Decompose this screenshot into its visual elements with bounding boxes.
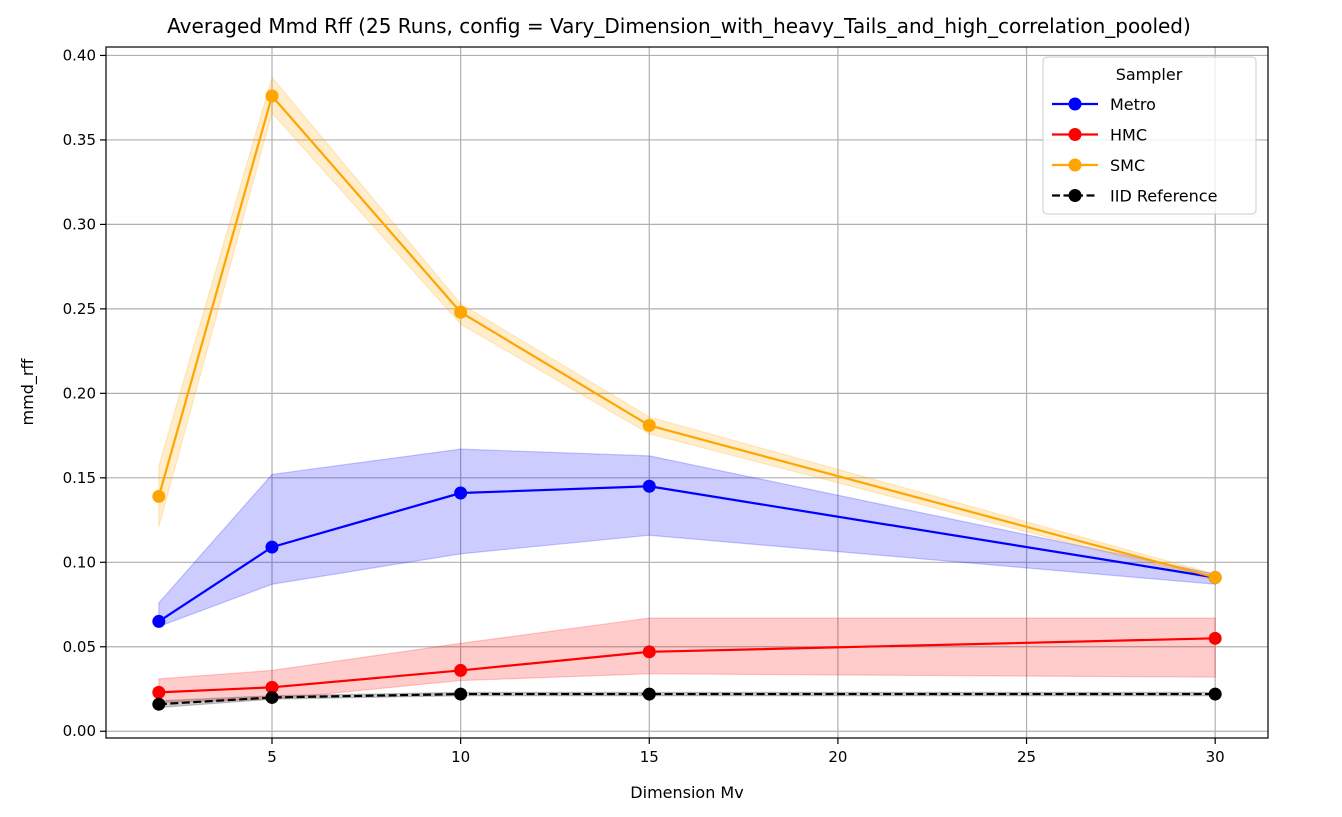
- legend-label-iid-reference: IID Reference: [1110, 187, 1217, 206]
- legend-title: Sampler: [1116, 65, 1183, 84]
- metro-point: [454, 486, 468, 500]
- legend-box: [1042, 56, 1257, 215]
- iid-reference-point: [1208, 687, 1222, 701]
- x-axis-label: Dimension Mv: [630, 783, 743, 802]
- legend-label-metro: Metro: [1110, 95, 1156, 114]
- smc-point: [642, 418, 656, 432]
- axis-ticks: 5 10 15 20 25 30 0.00 0.05 0.10 0.15 0.20 0.25 0.30 0…: [63, 46, 1225, 766]
- iid-reference-point: [265, 690, 279, 704]
- legend-label-hmc: HMC: [1110, 126, 1147, 145]
- smc-point: [152, 489, 166, 503]
- legend: Sampler Metro HMC SMC IID Reference: [1042, 56, 1257, 215]
- y-tick-label: 0.10: [63, 553, 96, 571]
- smc-point: [265, 89, 279, 103]
- smc-point: [1208, 570, 1222, 584]
- x-tick-label: 5: [267, 748, 277, 766]
- y-tick-label: 0.15: [63, 469, 96, 487]
- legend-marker-metro: [1068, 97, 1082, 111]
- iid-reference-point: [642, 687, 656, 701]
- y-tick-label: 0.00: [63, 722, 96, 740]
- y-tick-label: 0.20: [63, 384, 96, 402]
- confidence-bands: [158, 76, 1216, 709]
- hmc-point: [1208, 631, 1222, 645]
- y-tick-label: 0.35: [63, 131, 96, 149]
- series-points: [152, 89, 1222, 711]
- smc-point: [454, 305, 468, 319]
- hmc-point: [265, 680, 279, 694]
- metro-point: [642, 479, 656, 493]
- metro-point: [265, 540, 279, 554]
- iid-reference-point: [152, 697, 166, 711]
- y-axis-label: mmd_rff: [18, 358, 38, 426]
- x-tick-label: 15: [640, 748, 659, 766]
- y-tick-label: 0.05: [63, 638, 96, 656]
- x-tick-label: 25: [1017, 748, 1036, 766]
- hmc-point: [454, 663, 468, 677]
- legend-label-smc: SMC: [1110, 156, 1145, 175]
- metro-point: [152, 614, 166, 628]
- x-tick-label: 20: [828, 748, 847, 766]
- y-tick-label: 0.40: [63, 46, 96, 64]
- chart-title: Averaged Mmd Rff (25 Runs, config = Vary…: [167, 14, 1191, 38]
- x-tick-label: 10: [451, 748, 470, 766]
- hmc-point: [642, 645, 656, 659]
- legend-marker-hmc: [1068, 128, 1082, 141]
- y-tick-label: 0.25: [63, 300, 96, 318]
- y-tick-label: 0.30: [63, 215, 96, 233]
- legend-marker-smc: [1068, 158, 1082, 172]
- legend-marker-iid-reference: [1068, 189, 1082, 202]
- metro-band: [158, 448, 1216, 628]
- hmc-point: [152, 685, 166, 699]
- x-tick-label: 30: [1206, 748, 1225, 766]
- plot-frame: [105, 46, 1269, 739]
- iid-reference-point: [454, 687, 468, 701]
- hmc-band: [158, 617, 1216, 704]
